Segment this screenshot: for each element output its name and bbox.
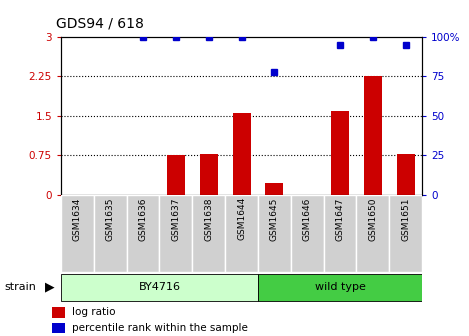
Text: GSM1638: GSM1638 bbox=[204, 197, 213, 241]
Text: GSM1646: GSM1646 bbox=[303, 197, 312, 241]
Bar bbox=[258, 195, 291, 272]
Bar bbox=[52, 323, 65, 333]
Bar bbox=[167, 155, 185, 195]
Text: GSM1650: GSM1650 bbox=[368, 197, 378, 241]
Bar bbox=[200, 154, 218, 195]
Bar bbox=[225, 195, 258, 272]
Text: GSM1645: GSM1645 bbox=[270, 197, 279, 241]
Text: GSM1635: GSM1635 bbox=[106, 197, 115, 241]
Bar bbox=[61, 195, 94, 272]
Text: GSM1634: GSM1634 bbox=[73, 197, 82, 241]
Bar bbox=[389, 195, 422, 272]
Text: GDS94 / 618: GDS94 / 618 bbox=[56, 16, 144, 30]
Bar bbox=[258, 274, 422, 301]
Bar bbox=[331, 111, 349, 195]
Bar bbox=[265, 183, 283, 195]
Text: GSM1644: GSM1644 bbox=[237, 197, 246, 241]
Text: GSM1651: GSM1651 bbox=[401, 197, 410, 241]
Bar bbox=[159, 195, 192, 272]
Bar bbox=[364, 77, 382, 195]
Bar bbox=[94, 195, 127, 272]
Text: ▶: ▶ bbox=[45, 281, 54, 294]
Text: log ratio: log ratio bbox=[72, 307, 115, 318]
Text: strain: strain bbox=[5, 282, 37, 292]
Bar bbox=[291, 195, 324, 272]
Bar bbox=[52, 307, 65, 318]
Bar bbox=[192, 195, 225, 272]
Bar bbox=[397, 154, 415, 195]
Bar bbox=[324, 195, 356, 272]
Bar bbox=[233, 113, 250, 195]
Text: BY4716: BY4716 bbox=[138, 282, 181, 292]
Text: GSM1647: GSM1647 bbox=[335, 197, 345, 241]
Bar bbox=[356, 195, 389, 272]
Text: GSM1636: GSM1636 bbox=[138, 197, 148, 241]
Text: percentile rank within the sample: percentile rank within the sample bbox=[72, 323, 248, 333]
Bar bbox=[61, 274, 258, 301]
Text: wild type: wild type bbox=[315, 282, 365, 292]
Text: GSM1637: GSM1637 bbox=[171, 197, 181, 241]
Bar bbox=[127, 195, 159, 272]
